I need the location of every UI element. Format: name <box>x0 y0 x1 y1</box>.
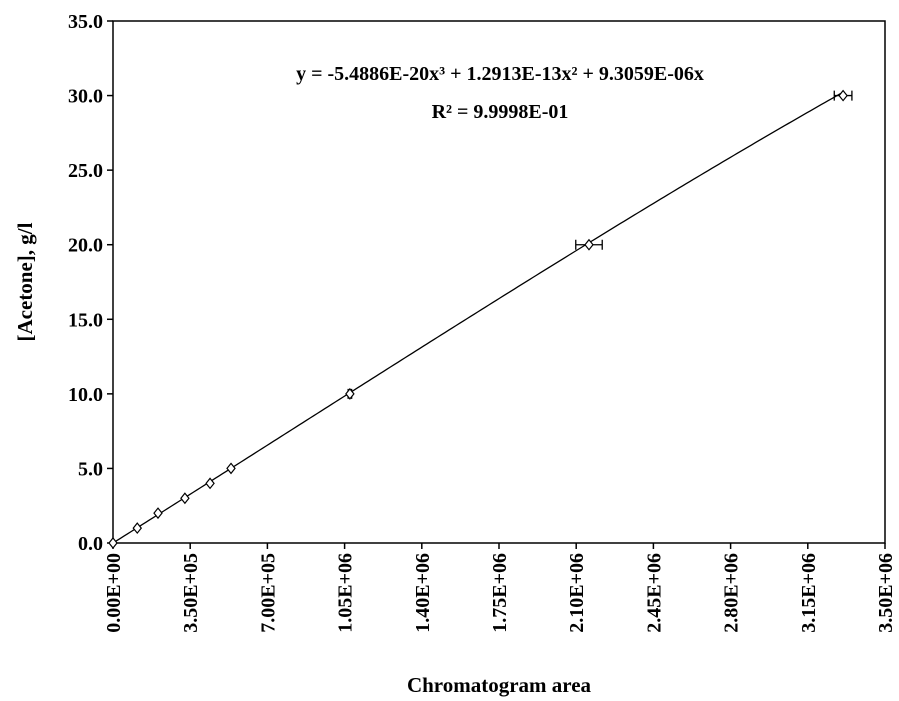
x-tick-label: 2.80E+06 <box>721 553 743 633</box>
y-tick-label: 25.0 <box>68 160 103 182</box>
x-tick-label: 7.00E+05 <box>257 553 279 633</box>
y-tick-label: 5.0 <box>78 458 103 480</box>
data-point <box>838 89 848 102</box>
y-tick-label: 35.0 <box>68 11 103 33</box>
x-tick-label: 0.00E+00 <box>103 553 125 633</box>
data-point <box>226 462 236 475</box>
y-axis-title: [Acetone], g/l <box>13 222 37 341</box>
data-point <box>584 238 594 251</box>
x-tick-label: 1.05E+06 <box>335 553 357 633</box>
y-tick-label: 10.0 <box>68 384 103 406</box>
y-tick-label: 30.0 <box>68 86 103 108</box>
x-axis-title: Chromatogram area <box>407 673 592 697</box>
r-squared: R² = 9.9998E-01 <box>432 101 569 123</box>
trendline-equation: y = -5.4886E-20x³ + 1.2913E-13x² + 9.305… <box>296 63 704 85</box>
x-tick-label: 3.50E+06 <box>875 553 897 633</box>
data-point <box>132 522 143 535</box>
x-tick-label: 2.10E+06 <box>566 553 588 633</box>
x-tick-label: 1.75E+06 <box>489 553 511 633</box>
data-point <box>108 537 118 549</box>
x-tick-label: 3.15E+06 <box>798 553 820 633</box>
y-tick-label: 0.0 <box>78 533 103 555</box>
data-point <box>153 507 163 520</box>
data-point <box>205 477 215 490</box>
x-tick-label: 3.50E+05 <box>180 553 202 633</box>
data-point <box>180 492 190 505</box>
data-point <box>345 387 355 400</box>
x-tick-label: 1.40E+06 <box>412 553 434 633</box>
trendline <box>112 91 844 544</box>
x-tick-label: 2.45E+06 <box>643 553 665 633</box>
y-tick-label: 20.0 <box>68 235 103 257</box>
y-tick-label: 15.0 <box>68 309 103 331</box>
